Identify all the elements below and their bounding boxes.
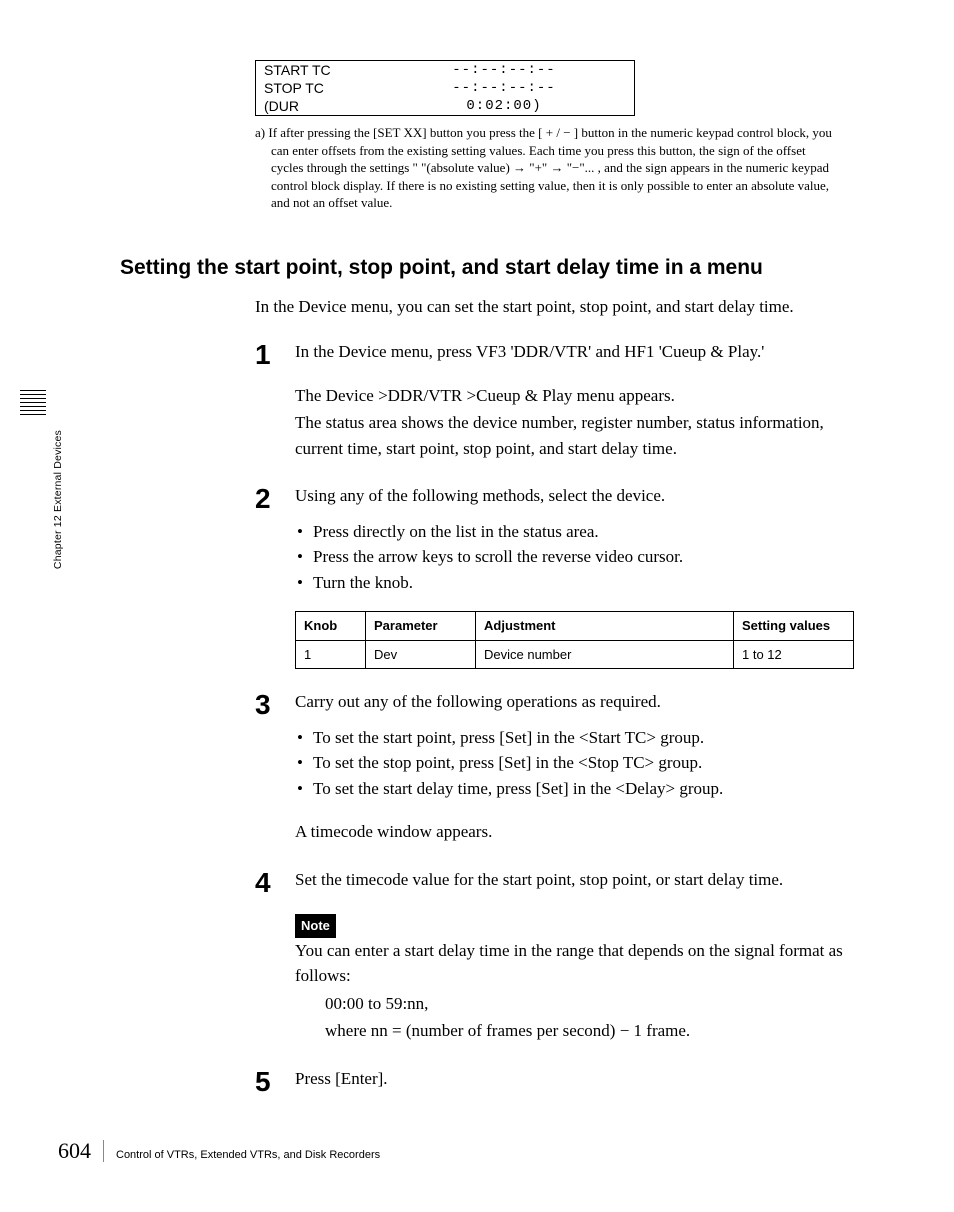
step-number: 5 — [255, 1066, 295, 1096]
step-text: In the Device menu, press VF3 'DDR/VTR' … — [295, 339, 854, 365]
page-number: 604 — [58, 1138, 91, 1164]
step-3: 3 Carry out any of the following operati… — [255, 689, 854, 847]
footnote-marker: a) — [255, 125, 265, 140]
table-header: Setting values — [734, 612, 854, 641]
tc-label: START TC — [264, 62, 414, 78]
step-sub-text: The Device >DDR/VTR >Cueup & Play menu a… — [295, 383, 854, 409]
bullet-list: Press directly on the list in the status… — [295, 519, 854, 596]
list-item: To set the stop point, press [Set] in th… — [295, 750, 854, 776]
note-text: where nn = (number of frames per second)… — [325, 1018, 854, 1044]
parameter-table: Knob Parameter Adjustment Setting values… — [295, 611, 854, 669]
step-5: 5 Press [Enter]. — [255, 1066, 854, 1096]
table-cell: 1 — [296, 640, 366, 669]
step-number: 4 — [255, 867, 295, 1046]
note-text: You can enter a start delay time in the … — [295, 938, 854, 989]
step-number: 3 — [255, 689, 295, 847]
list-item: To set the start delay time, press [Set]… — [295, 776, 854, 802]
footer-divider — [103, 1140, 104, 1162]
tc-label: (DUR — [264, 98, 414, 114]
step-sub-text: The status area shows the device number,… — [295, 410, 854, 461]
list-item: Press directly on the list in the status… — [295, 519, 854, 545]
footnote-a: a) If after pressing the [SET XX] button… — [255, 124, 854, 212]
footer-title: Control of VTRs, Extended VTRs, and Disk… — [116, 1149, 380, 1161]
tc-value: 0:02:00) — [414, 98, 594, 114]
table-cell: 1 to 12 — [734, 640, 854, 669]
table-cell: Device number — [476, 640, 734, 669]
table-header-row: Knob Parameter Adjustment Setting values — [296, 612, 854, 641]
intro-paragraph: In the Device menu, you can set the star… — [255, 294, 854, 320]
step-after-text: A timecode window appears. — [295, 819, 854, 845]
note-badge: Note — [295, 914, 336, 938]
tc-row-stop: STOP TC --:--:--:-- — [256, 79, 634, 97]
tc-value: --:--:--:-- — [414, 80, 594, 96]
table-row: 1 Dev Device number 1 to 12 — [296, 640, 854, 669]
bullet-list: To set the start point, press [Set] in t… — [295, 725, 854, 802]
table-header: Knob — [296, 612, 366, 641]
section-heading: Setting the start point, stop point, and… — [120, 256, 854, 280]
step-number: 1 — [255, 339, 295, 463]
list-item: Press the arrow keys to scroll the rever… — [295, 544, 854, 570]
step-text: Carry out any of the following operation… — [295, 689, 854, 715]
tc-row-dur: (DUR 0:02:00) — [256, 97, 634, 115]
note-text: 00:00 to 59:nn, — [325, 991, 854, 1017]
step-2: 2 Using any of the following methods, se… — [255, 483, 854, 669]
page-footer: 604 Control of VTRs, Extended VTRs, and … — [58, 1138, 380, 1164]
timecode-display-box: START TC --:--:--:-- STOP TC --:--:--:--… — [255, 60, 635, 116]
table-header: Adjustment — [476, 612, 734, 641]
step-text: Using any of the following methods, sele… — [295, 483, 854, 509]
step-text: Set the timecode value for the start poi… — [295, 867, 854, 893]
table-cell: Dev — [366, 640, 476, 669]
step-1: 1 In the Device menu, press VF3 'DDR/VTR… — [255, 339, 854, 463]
table-header: Parameter — [366, 612, 476, 641]
step-number: 2 — [255, 483, 295, 669]
list-item: Turn the knob. — [295, 570, 854, 596]
step-4: 4 Set the timecode value for the start p… — [255, 867, 854, 1046]
tc-row-start: START TC --:--:--:-- — [256, 61, 634, 79]
tc-label: STOP TC — [264, 80, 414, 96]
list-item: To set the start point, press [Set] in t… — [295, 725, 854, 751]
step-text: Press [Enter]. — [295, 1066, 854, 1092]
tc-value: --:--:--:-- — [414, 62, 594, 78]
footnote-text: If after pressing the [SET XX] button yo… — [268, 125, 832, 210]
